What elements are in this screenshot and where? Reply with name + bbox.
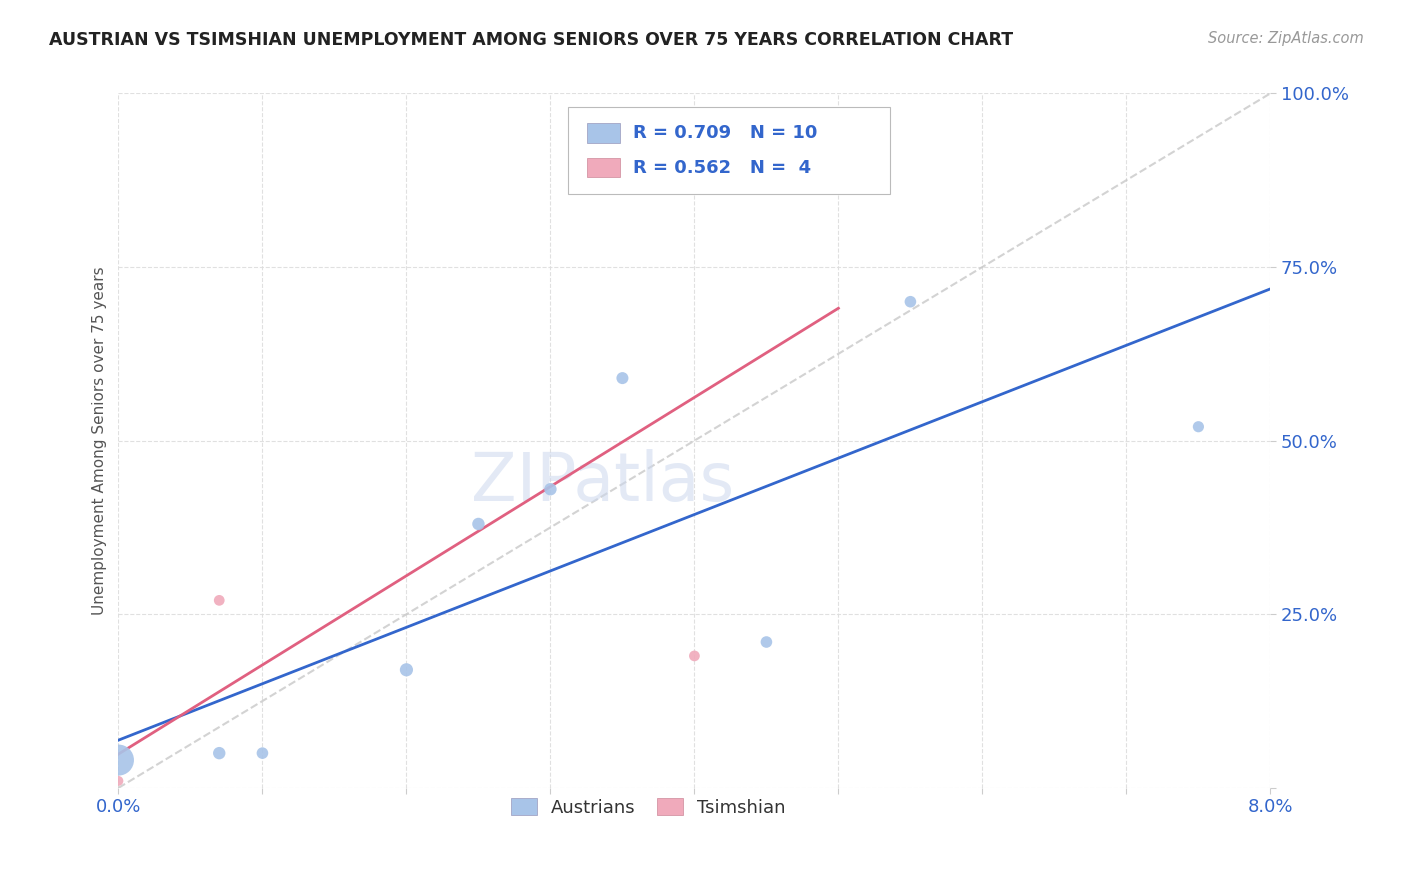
FancyBboxPatch shape <box>588 158 620 178</box>
Text: ZIPatlas: ZIPatlas <box>471 450 734 516</box>
Point <box>208 746 231 760</box>
Point <box>395 663 418 677</box>
Text: R = 0.709   N = 10: R = 0.709 N = 10 <box>633 124 818 142</box>
Text: Source: ZipAtlas.com: Source: ZipAtlas.com <box>1208 31 1364 46</box>
Point <box>612 371 634 385</box>
Point <box>827 107 849 121</box>
Point <box>755 635 778 649</box>
FancyBboxPatch shape <box>568 107 890 194</box>
Point <box>1187 419 1209 434</box>
Point <box>107 773 129 788</box>
Text: AUSTRIAN VS TSIMSHIAN UNEMPLOYMENT AMONG SENIORS OVER 75 YEARS CORRELATION CHART: AUSTRIAN VS TSIMSHIAN UNEMPLOYMENT AMONG… <box>49 31 1014 49</box>
Point <box>107 753 129 767</box>
Point <box>683 648 706 663</box>
Point <box>208 593 231 607</box>
Point <box>538 482 561 496</box>
Y-axis label: Unemployment Among Seniors over 75 years: Unemployment Among Seniors over 75 years <box>93 267 107 615</box>
FancyBboxPatch shape <box>588 123 620 143</box>
Point <box>900 294 922 309</box>
Text: R = 0.562   N =  4: R = 0.562 N = 4 <box>633 159 811 177</box>
Point <box>467 516 489 531</box>
Legend: Austrians, Tsimshian: Austrians, Tsimshian <box>503 791 793 824</box>
Point <box>252 746 274 760</box>
